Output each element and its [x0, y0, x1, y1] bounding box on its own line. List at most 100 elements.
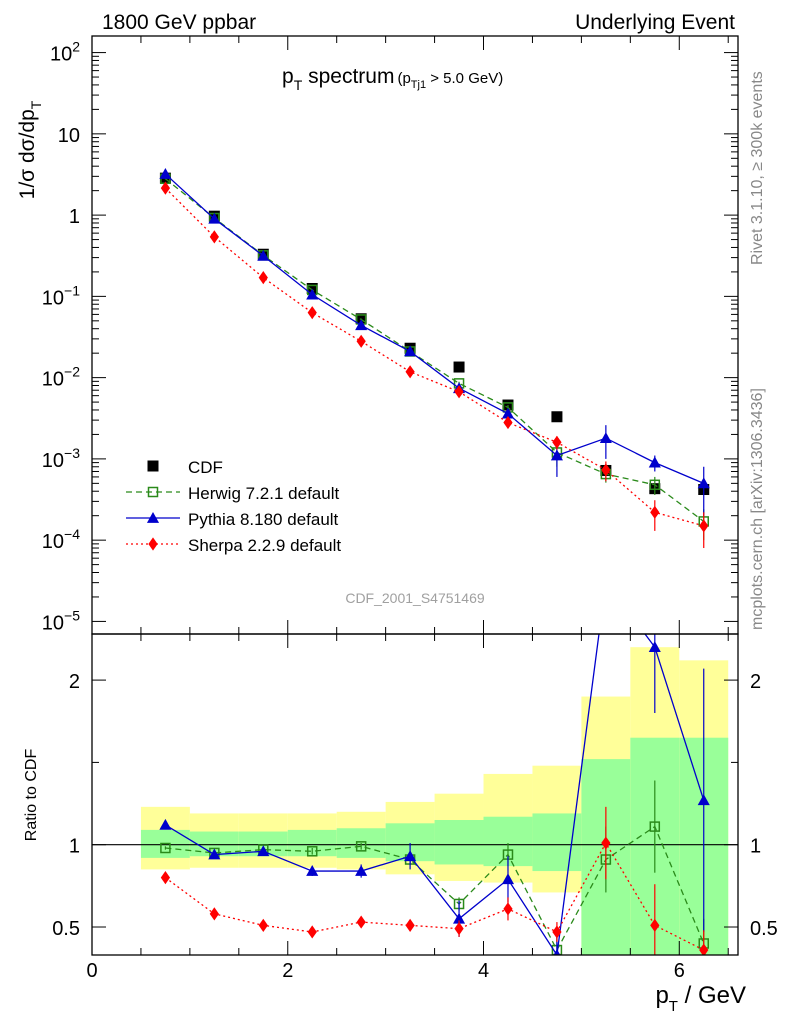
main-point-cdf [306, 282, 318, 294]
main-y-tick-label: 10−5 [42, 607, 80, 634]
ratio-point-sherpa [552, 925, 562, 939]
plot-title: pT spectrum (pTj1 > 5.0 GeV) [282, 65, 503, 93]
main-point-sherpa [356, 334, 366, 348]
ratio-point-sherpa [307, 925, 317, 939]
x-tick-label: 4 [478, 960, 489, 982]
main-point-sherpa [552, 435, 562, 449]
main-y-tick-label: 102 [50, 39, 80, 66]
ratio-y-tick-label-right: 1 [750, 836, 761, 858]
main-y-tick-label: 1 [69, 206, 80, 228]
main-point-sherpa [405, 365, 415, 379]
main-line-herwig [165, 178, 705, 522]
legend-label-sherpa: Sherpa 2.2.9 default [188, 536, 341, 555]
ratio-point-pythia [355, 864, 368, 876]
main-point-sherpa [699, 519, 709, 533]
x-tick-label: 0 [86, 960, 97, 982]
ratio-line-pythia [165, 634, 705, 955]
main-point-pythia [257, 249, 270, 261]
main-y-tick-label: 10−2 [42, 364, 80, 391]
legend-label-cdf: CDF [188, 458, 223, 477]
ratio-point-pythia [208, 848, 221, 860]
x-tick-label: 6 [674, 960, 685, 982]
ratio-y-tick-label-left: 2 [69, 671, 80, 693]
legend-marker-sherpa [148, 537, 158, 551]
main-point-pythia [159, 168, 172, 179]
main-point-pythia [208, 212, 221, 224]
legend-marker-pythia [146, 511, 160, 523]
ratio-point-sherpa [209, 907, 219, 921]
main-point-herwig [649, 479, 661, 491]
ratio-point-herwig [649, 821, 661, 832]
main-point-sherpa [258, 271, 268, 285]
ratio-point-pythia [600, 575, 612, 586]
ratio-point-sherpa [601, 836, 611, 850]
main-y-tick-labels: 102 10 1 10−1 10−2 10−3 10−4 10−5 [42, 39, 80, 635]
legend-marker-herwig [147, 486, 159, 498]
ratio-y-tick-label-left: 1 [69, 836, 80, 858]
legend-marker-cdf [147, 460, 159, 472]
header-left-title: 1800 GeV ppbar [102, 11, 256, 34]
main-point-pythia [550, 449, 563, 461]
ratio-point-sherpa [405, 918, 415, 932]
ratio-point-sherpa [356, 915, 366, 929]
ratio-point-herwig [160, 842, 171, 854]
ratio-point-pythia [697, 794, 710, 806]
main-point-sherpa [503, 415, 513, 430]
axis-ticks [91, 36, 738, 955]
ratio-point-pythia [452, 912, 466, 924]
main-point-pythia [355, 319, 368, 331]
ratio-point-sherpa [454, 922, 464, 936]
ratio-y-tick-label-right: 2 [750, 671, 761, 693]
ratio-point-pythia [306, 864, 319, 876]
ratio-point-pythia [648, 641, 661, 653]
main-line-pythia [164, 173, 704, 484]
ratio-point-sherpa [258, 918, 268, 932]
main-point-pythia [306, 288, 319, 300]
main-point-sherpa [454, 385, 464, 399]
ratio-y-tick-label-right: 0.5 [750, 918, 778, 940]
main-y-tick-label: 10−4 [42, 526, 80, 553]
ratio-y-axis-label: Ratio to CDF [23, 749, 40, 842]
main-point-pythia [697, 477, 710, 489]
ratio-line-herwig [165, 825, 705, 952]
x-axis-label: pT / GeV [655, 982, 746, 1015]
main-point-pythia [404, 345, 417, 357]
ratio-point-herwig [355, 841, 367, 852]
main-point-sherpa [307, 306, 317, 320]
main-series-group [159, 168, 710, 549]
ratio-point-sherpa [503, 902, 513, 916]
main-point-sherpa [160, 181, 171, 195]
ratio-series-group [159, 575, 710, 955]
main-point-sherpa [650, 505, 660, 519]
analysis-label: CDF_2001_S4751469 [345, 590, 485, 606]
main-point-cdf [453, 361, 465, 373]
ratio-point-pythia [159, 818, 172, 830]
ratio-uncertainty-bands [140, 647, 729, 955]
main-point-sherpa [601, 463, 611, 477]
ratio-point-pythia [257, 845, 270, 857]
main-point-cdf [551, 411, 563, 423]
main-point-sherpa [209, 230, 219, 244]
legend: CDF Herwig 7.2.1 default Pythia 8.180 defa… [126, 458, 341, 555]
mcplots-reference-text: mcplots.cern.ch [arXiv:1306.3436] [749, 388, 766, 630]
ratio-point-sherpa [650, 918, 660, 932]
ratio-y-tick-label-left: 0.5 [52, 918, 80, 940]
main-y-tick-label: 10−1 [42, 282, 80, 309]
ratio-point-sherpa [160, 871, 171, 885]
main-point-pythia [501, 407, 515, 419]
legend-label-herwig: Herwig 7.2.1 default [188, 484, 339, 503]
ratio-plot-frame [91, 633, 739, 956]
ratio-tick-labels: 0.5 0.5 1 1 2 2 0 2 4 6 [52, 671, 778, 982]
legend-label-pythia: Pythia 8.180 default [188, 510, 339, 529]
ratio-point-pythia [553, 948, 561, 955]
main-line-sherpa [164, 187, 704, 527]
x-tick-label: 2 [282, 960, 293, 982]
main-point-pythia [648, 456, 661, 468]
ratio-band-inner [434, 820, 484, 865]
ratio-point-herwig [306, 846, 318, 857]
main-y-tick-label: 10 [58, 125, 80, 147]
ratio-point-pythia [501, 873, 515, 885]
header-right-title: Underlying Event [575, 11, 735, 34]
ratio-point-pythia [404, 850, 417, 862]
